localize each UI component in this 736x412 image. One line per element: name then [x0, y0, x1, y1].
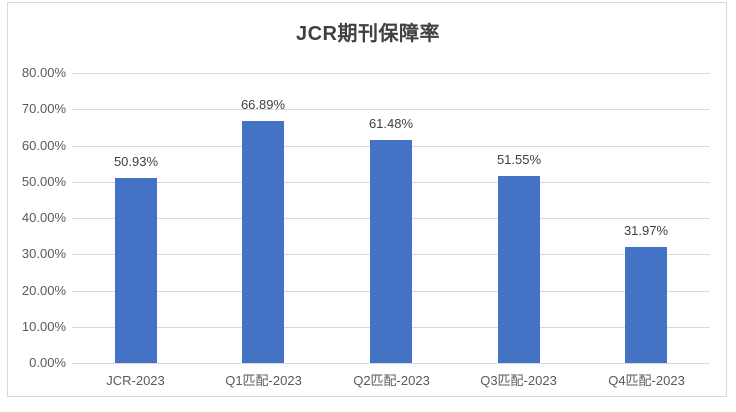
- bar-value-label: 61.48%: [368, 116, 414, 131]
- y-tick-label: 70.00%: [21, 101, 66, 116]
- y-tick-label: 30.00%: [21, 246, 66, 261]
- bar: [242, 121, 284, 363]
- y-tick-label: 0.00%: [29, 355, 66, 370]
- x-category-label: Q1匹配-2023: [225, 373, 302, 388]
- y-tick-label: 10.00%: [21, 319, 66, 334]
- bar: [115, 178, 157, 363]
- y-tick-label: 20.00%: [21, 283, 66, 298]
- bar-value-label: 51.55%: [496, 152, 542, 167]
- bar: [498, 176, 540, 363]
- y-tick-label: 40.00%: [21, 210, 66, 225]
- bar: [370, 140, 412, 363]
- x-category-label: Q4匹配-2023: [608, 373, 685, 388]
- y-tick-label: 80.00%: [21, 65, 66, 80]
- bar-value-label: 50.93%: [113, 154, 159, 169]
- x-category-label: Q3匹配-2023: [480, 373, 557, 388]
- x-category-label: Q2匹配-2023: [353, 373, 430, 388]
- x-category-label: JCR-2023: [106, 373, 165, 388]
- gridline: [72, 109, 710, 110]
- bar-value-label: 66.89%: [240, 97, 286, 112]
- bar: [625, 247, 667, 363]
- chart-title: JCR期刊保障率: [295, 23, 440, 45]
- bar-value-label: 31.97%: [623, 223, 669, 238]
- gridline: [72, 363, 710, 364]
- y-tick-label: 60.00%: [21, 138, 66, 153]
- y-tick-label: 50.00%: [21, 174, 66, 189]
- gridline: [72, 73, 710, 74]
